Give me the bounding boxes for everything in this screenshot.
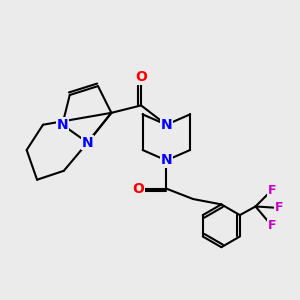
- Text: N: N: [56, 118, 68, 132]
- Text: N: N: [82, 136, 93, 150]
- Text: F: F: [268, 219, 276, 232]
- Text: F: F: [275, 202, 284, 214]
- Text: O: O: [132, 182, 144, 196]
- Text: N: N: [160, 118, 172, 132]
- Text: F: F: [268, 184, 276, 196]
- Text: O: O: [135, 70, 147, 84]
- Text: N: N: [160, 153, 172, 167]
